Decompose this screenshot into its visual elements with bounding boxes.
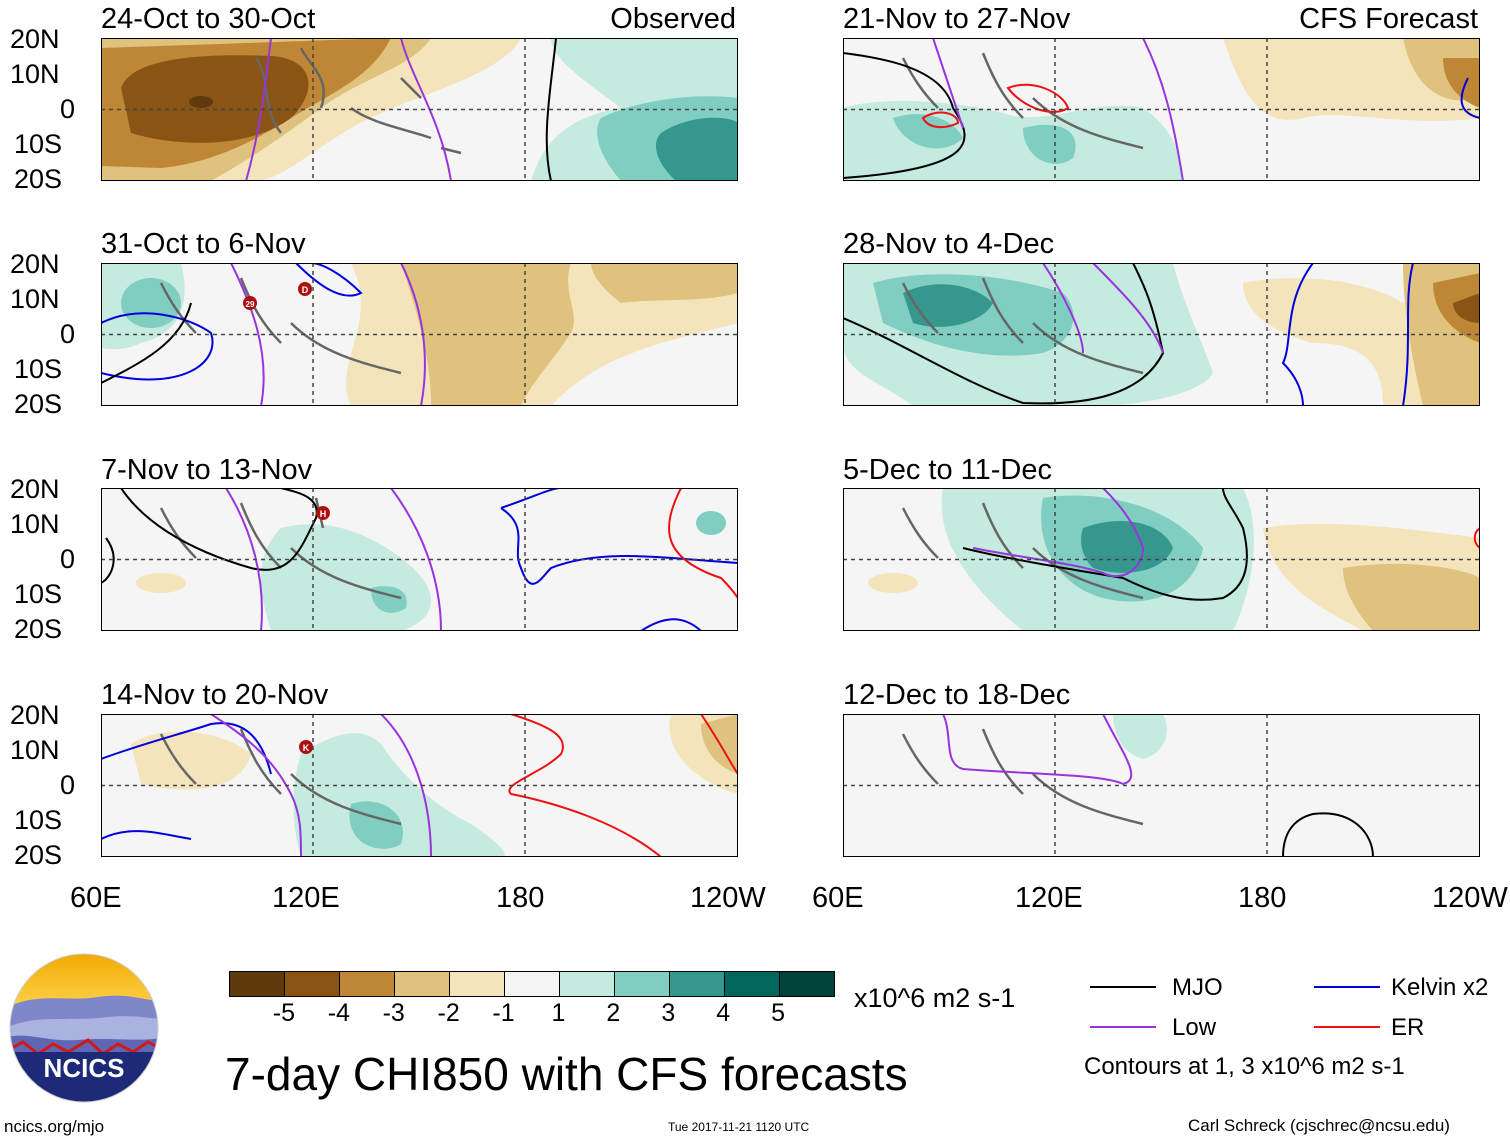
legend-line xyxy=(1314,1026,1380,1028)
map-panel-21nov xyxy=(843,38,1480,181)
colorbar-tick-label: -5 xyxy=(272,999,296,1027)
colorbar-swatch xyxy=(780,972,834,996)
colorbar-swatch xyxy=(670,972,725,996)
colorbar-tick-label: 5 xyxy=(771,999,786,1027)
panel-title: 12-Dec to 18-Dec xyxy=(843,679,1071,711)
panel-title: 7-Nov to 13-Nov xyxy=(101,454,313,486)
colorbar-swatch xyxy=(230,972,285,996)
lat-label: 10N xyxy=(10,735,60,765)
lat-label: 20S xyxy=(14,840,63,870)
lat-label: 20S xyxy=(14,164,63,194)
lat-label: 10N xyxy=(10,59,60,89)
colorbar-swatch xyxy=(505,972,560,996)
lon-label: 180 xyxy=(496,882,545,914)
lat-label: 0 xyxy=(60,94,76,124)
lon-label: 180 xyxy=(1238,882,1287,914)
legend-line xyxy=(1314,986,1380,988)
lon-label: 60E xyxy=(70,882,122,914)
lat-label: 0 xyxy=(60,770,76,800)
lat-label: 0 xyxy=(60,544,76,574)
legend-label: ER xyxy=(1391,1014,1425,1041)
colorbar-swatch xyxy=(560,972,615,996)
storm-marker: 29 xyxy=(243,296,257,310)
colorbar-tick-label: -1 xyxy=(492,999,515,1027)
panel-title: 28-Nov to 4-Dec xyxy=(843,228,1055,260)
panel-title: 5-Dec to 11-Dec xyxy=(843,454,1052,486)
lat-label: 20N xyxy=(10,700,60,730)
lat-label: 10S xyxy=(14,129,63,159)
colorbar-tick-label: 2 xyxy=(606,999,621,1027)
storm-marker: K xyxy=(299,740,313,754)
lon-label: 120E xyxy=(272,882,340,914)
panel-title: 24-Oct to 30-Oct xyxy=(101,3,316,35)
colorbar-swatch xyxy=(450,972,505,996)
colorbar-tick-label: -4 xyxy=(327,999,350,1027)
lat-label: 10N xyxy=(10,509,60,539)
panel-title: 21-Nov to 27-Nov xyxy=(843,3,1071,35)
lat-label: 20S xyxy=(14,389,63,419)
legend-label: Kelvin x2 xyxy=(1391,974,1489,1001)
map-panel-7nov: H xyxy=(101,488,738,631)
colorbar-swatch xyxy=(615,972,670,996)
panel-title: 14-Nov to 20-Nov xyxy=(101,679,329,711)
footer-timestamp: Tue 2017-11-21 1120 UTC xyxy=(668,1120,810,1134)
lon-label: 120W xyxy=(690,882,766,914)
legend-line xyxy=(1090,1026,1156,1028)
lat-label: 10S xyxy=(14,579,63,609)
panel-title: 31-Oct to 6-Nov xyxy=(101,228,306,260)
map-panel-14nov: K xyxy=(101,714,738,857)
colorbar-swatch xyxy=(395,972,450,996)
colorbar-swatch xyxy=(725,972,780,996)
lat-label: 10S xyxy=(14,805,63,835)
main-title: 7-day CHI850 with CFS forecasts xyxy=(225,1048,908,1100)
colorbar-tick-label: -2 xyxy=(437,999,460,1027)
legend-note: Contours at 1, 3 x10^6 m2 s-1 xyxy=(1084,1053,1405,1080)
lon-label: 120W xyxy=(1432,884,1508,913)
storm-marker-label: D xyxy=(302,285,309,295)
lat-label: 10N xyxy=(10,284,60,314)
map-panel-28nov xyxy=(843,263,1480,406)
colorbar-swatch xyxy=(285,972,340,996)
map-panel-12dec xyxy=(843,714,1480,857)
lon-label: 120E xyxy=(1015,882,1083,914)
map-panel-24oct xyxy=(101,38,738,181)
legend-label: Low xyxy=(1172,1014,1217,1041)
colorbar xyxy=(229,971,835,997)
colorbar-swatch xyxy=(340,972,395,996)
storm-marker-label: 29 xyxy=(246,300,255,309)
legend-label: MJO xyxy=(1172,974,1223,1001)
legend-line xyxy=(1090,986,1156,988)
map-panel-5dec xyxy=(843,488,1480,631)
lat-label: 20N xyxy=(10,474,60,504)
storm-marker-label: K xyxy=(303,743,310,753)
colorbar-tick-label: -3 xyxy=(382,999,405,1027)
observed-label: Observed xyxy=(610,3,736,35)
ncics-logo: NCICS xyxy=(9,953,159,1103)
lat-label: 20N xyxy=(10,249,60,279)
forecast-label: CFS Forecast xyxy=(1299,3,1478,35)
footer-url[interactable]: ncics.org/mjo xyxy=(4,1117,105,1136)
lat-label: 20S xyxy=(14,614,63,644)
storm-marker: H xyxy=(316,506,330,520)
lat-label: 20N xyxy=(10,24,60,54)
footer-credit: Carl Schreck (cjschrec@ncsu.edu) xyxy=(1188,1116,1450,1135)
map-panel-31oct: 29 D xyxy=(101,263,738,406)
lon-label: 60E xyxy=(812,882,864,914)
colorbar-tick-label: 1 xyxy=(551,999,566,1027)
storm-marker-label: H xyxy=(320,509,327,519)
lat-label: 0 xyxy=(60,319,76,349)
lat-label: 10S xyxy=(14,354,63,384)
colorbar-tick-label: 3 xyxy=(661,999,676,1027)
colorbar-units: x10^6 m2 s-1 xyxy=(854,983,1016,1013)
logo-text: NCICS xyxy=(44,1053,125,1083)
colorbar-tick-label: 4 xyxy=(716,999,731,1027)
storm-marker: D xyxy=(298,282,312,296)
